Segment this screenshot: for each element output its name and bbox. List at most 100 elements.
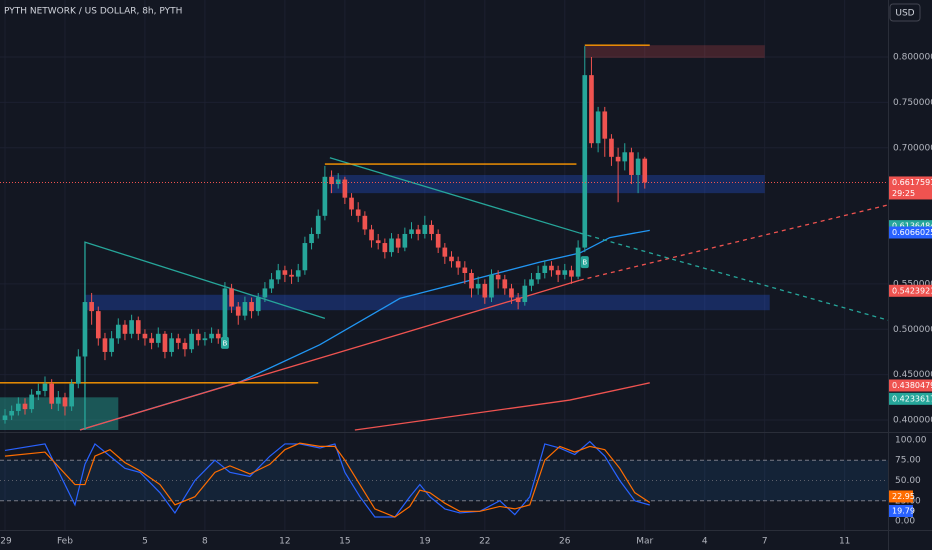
candle-body	[589, 75, 594, 144]
candle-body	[229, 288, 234, 307]
candle-body	[55, 397, 61, 404]
y-tick-label: 0.45000000	[893, 370, 932, 380]
x-tick-label: 15	[339, 537, 350, 547]
osc-tick-label: 75.00	[895, 456, 921, 466]
candle-body	[542, 265, 548, 273]
candle-body	[595, 111, 601, 144]
candle-body	[49, 383, 54, 404]
candle-body	[249, 302, 254, 312]
x-tick-label: Mar	[636, 537, 653, 547]
y-tick-label: 0.50000000	[893, 325, 932, 335]
candle-body	[115, 324, 121, 339]
y-tick-label: 0.80000000	[893, 52, 932, 62]
candle-body	[635, 158, 641, 175]
candle-body	[309, 233, 314, 244]
candle-body	[475, 283, 481, 289]
candle-body	[89, 302, 94, 312]
overlay-line	[579, 204, 888, 281]
candle-body	[435, 233, 441, 248]
zone-box	[329, 174, 765, 194]
candle-body	[209, 333, 214, 339]
axes: 29 Feb 5 8 12 15 19 22 26 Mar 4 7 11 0.40000000 0.4500…	[0, 52, 932, 547]
candle-body	[342, 179, 348, 198]
price-badge-label: 0.54239218	[892, 286, 932, 295]
price-badge-label: 0.60660254	[892, 228, 932, 237]
candle-body	[295, 270, 301, 277]
candle-body	[402, 233, 408, 248]
candle-body	[175, 338, 181, 343]
buy-marker	[580, 256, 589, 269]
candle-body	[195, 333, 201, 341]
chart-title: PYTH NETWORK / US DOLLAR, 8h, PYTH	[4, 7, 182, 17]
candle-body	[269, 279, 274, 289]
overlay-line	[79, 229, 650, 431]
candle-body	[502, 279, 508, 289]
candle-body	[455, 261, 461, 268]
candle-body	[62, 397, 68, 407]
candle-body	[429, 224, 434, 234]
currency-button[interactable]	[889, 3, 921, 22]
candle-body	[509, 288, 514, 298]
candle-body	[642, 158, 648, 183]
osc-badge-label: 22.95	[892, 492, 915, 501]
zone-box	[584, 45, 765, 58]
candle-body	[449, 256, 454, 262]
y-tick-label: 0.70000000	[893, 143, 932, 153]
candle-body	[495, 274, 501, 280]
osc-tick-label: 0.00	[895, 517, 915, 527]
candle-body	[282, 270, 288, 275]
candle-body	[582, 75, 588, 248]
candle-body	[375, 240, 381, 244]
candle-body	[215, 333, 221, 339]
osc-badge-label: 19.79	[892, 507, 915, 516]
candle-body	[42, 383, 48, 391]
x-tick-label: 5	[142, 537, 148, 547]
countdown: 29:25	[892, 189, 915, 198]
currency-button-label[interactable]: USD	[895, 9, 914, 19]
zone-box	[84, 294, 770, 311]
candle-body	[275, 270, 281, 280]
candle-body	[369, 229, 374, 241]
overlay-line	[354, 382, 650, 431]
candle-body	[329, 176, 334, 185]
x-tick-label: Feb	[57, 537, 73, 547]
candle-body	[529, 279, 534, 286]
candle-body	[322, 176, 328, 216]
candle-body	[462, 267, 468, 273]
price-badge	[889, 226, 932, 239]
candle-body	[349, 197, 354, 210]
x-tick-label: 8	[202, 537, 208, 547]
candle-body	[35, 390, 41, 395]
candle-body	[82, 302, 88, 357]
price-badge	[889, 392, 932, 405]
candle-body	[149, 338, 154, 343]
candle-body	[182, 342, 188, 350]
osc-badge	[889, 490, 913, 503]
candle-body	[169, 338, 174, 352]
candle-body	[602, 111, 608, 139]
candle-body	[409, 229, 414, 234]
candle-body	[222, 288, 228, 339]
candle-body	[622, 152, 628, 162]
candle-body	[315, 215, 321, 234]
x-tick-label: 12	[279, 537, 290, 547]
osc-tick-label: 50.00	[895, 476, 921, 486]
buy-marker-label: B	[223, 339, 228, 347]
x-tick-label: 7	[762, 537, 768, 547]
candle-body	[122, 324, 128, 334]
candle-body	[549, 265, 554, 271]
x-tick-label: 29	[0, 537, 12, 547]
x-tick-label: 26	[559, 537, 571, 547]
osc-line	[4, 442, 651, 518]
candle-body	[289, 274, 294, 277]
candle-body	[2, 415, 8, 421]
price-badge-label: 0.42336173	[892, 394, 932, 403]
candle-body	[469, 272, 474, 289]
price-badge-label: 0.66175910	[892, 178, 932, 187]
osc-line	[4, 440, 650, 518]
candle-body	[522, 285, 528, 303]
buy-marker-label: B	[582, 259, 587, 267]
candle-body	[335, 179, 341, 185]
osc-badge	[889, 505, 913, 518]
